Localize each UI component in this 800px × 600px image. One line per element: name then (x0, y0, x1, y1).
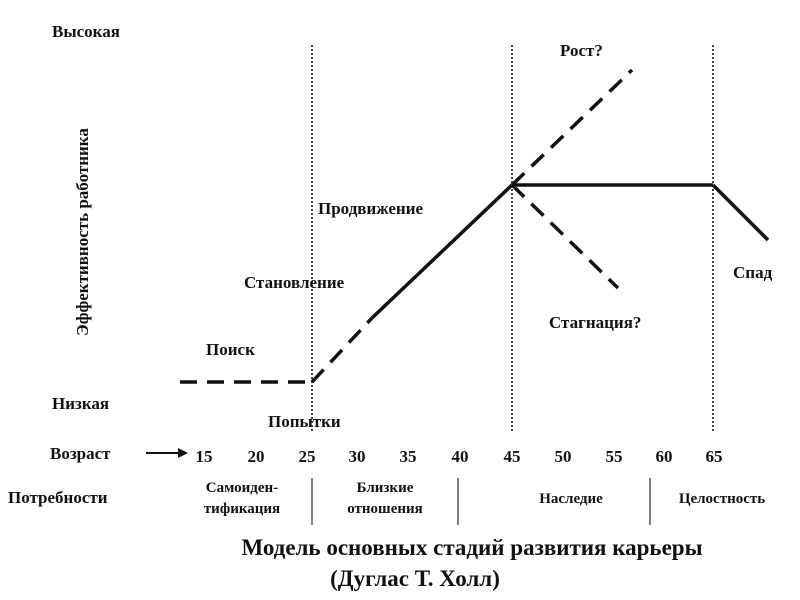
need-legacy: Наследие (539, 491, 603, 507)
stage-label-spad: Спад (733, 263, 773, 282)
age-arrow (146, 448, 188, 458)
age-tick: 25 (299, 447, 316, 466)
need-self-identity-line2: тификация (204, 501, 280, 517)
age-tick: 60 (656, 447, 673, 466)
age-tick: 40 (452, 447, 469, 466)
age-tick: 35 (400, 447, 417, 466)
age-ticks: 15 20 25 30 35 40 45 50 55 60 65 (196, 447, 723, 466)
y-axis-title: Эффективность работника (73, 128, 92, 336)
stagnation-dashed-line (510, 183, 620, 290)
age-tick: 45 (504, 447, 521, 466)
decline-solid-line (711, 183, 770, 242)
need-relationships-line1: Близкие (357, 480, 414, 496)
age-tick: 30 (349, 447, 366, 466)
stage-dividers (311, 45, 714, 432)
stage-label-stagnatsiya: Стагнация? (549, 313, 641, 332)
needs-dividers (311, 478, 651, 525)
age-tick: 55 (606, 447, 623, 466)
establishment-dashed-line (310, 316, 374, 384)
caption-title: Модель основных стадий развития карьеры (241, 535, 702, 560)
y-level-high: Высокая (52, 22, 120, 41)
y-level-low: Низкая (52, 394, 109, 413)
age-tick: 50 (555, 447, 572, 466)
needs-row-label: Потребности (8, 488, 108, 507)
need-integrity: Целостность (679, 491, 765, 507)
age-tick: 15 (196, 447, 213, 466)
growth-dashed-line (510, 68, 634, 187)
advancement-solid-line (370, 183, 514, 320)
stage-label-prodvizhenie: Продвижение (318, 199, 424, 218)
need-relationships-line2: отношения (347, 501, 423, 517)
age-row-label: Возраст (50, 444, 111, 463)
stage-label-rost: Рост? (560, 41, 603, 60)
need-self-identity-line1: Самоиден- (206, 480, 278, 496)
stage-label-popytki: Попытки (268, 412, 341, 431)
age-tick: 20 (248, 447, 265, 466)
age-tick: 65 (706, 447, 723, 466)
stage-label-poisk: Поиск (206, 340, 255, 359)
career-curve (180, 68, 770, 384)
stage-label-stanovlenie: Становление (244, 273, 345, 292)
caption-author: (Дуглас Т. Холл) (330, 566, 500, 591)
